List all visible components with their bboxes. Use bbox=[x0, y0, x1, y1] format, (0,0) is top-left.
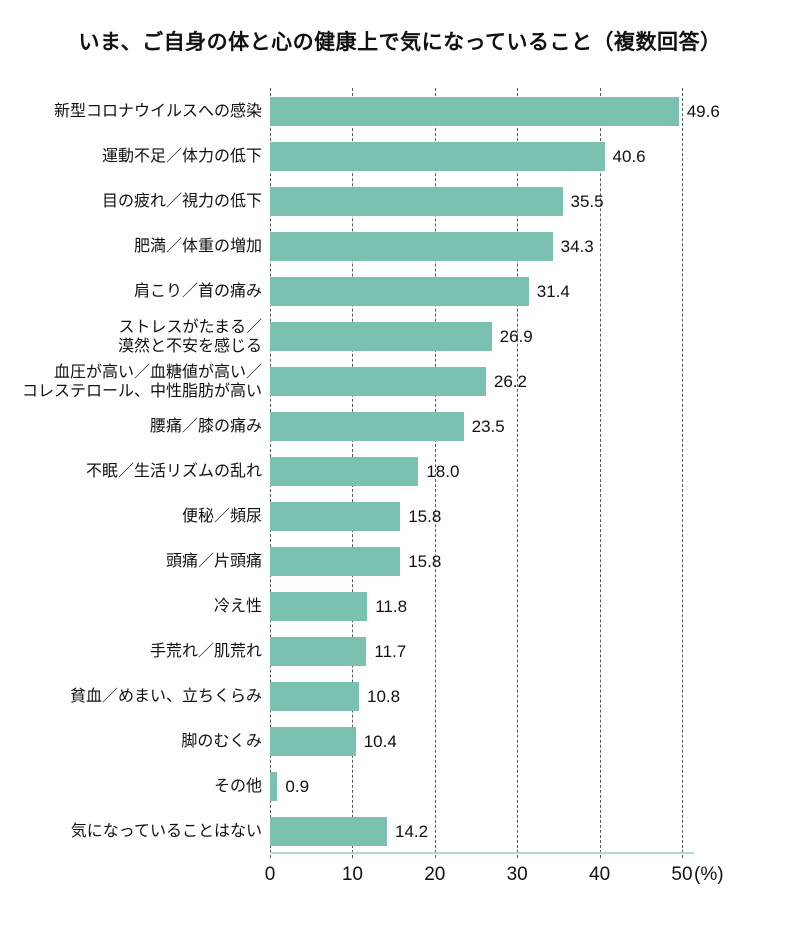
category-label: 肥満／体重の増加 bbox=[133, 238, 262, 255]
bar bbox=[270, 727, 356, 756]
gridline-20 bbox=[434, 88, 436, 858]
bar bbox=[270, 232, 553, 261]
value-label: 10.8 bbox=[366, 686, 401, 706]
bar bbox=[270, 412, 464, 441]
chart-row: ストレスがたまる／ 漠然と不安を感じる 26.9 bbox=[0, 314, 800, 359]
bar bbox=[270, 322, 492, 351]
category-label: 貧血／めまい、立ちくらみ bbox=[69, 688, 262, 705]
chart-row: 不眠／生活リズムの乱れ 18.0 bbox=[0, 449, 800, 494]
x-tick-label-50: 50 bbox=[671, 864, 693, 885]
category-label: 肩こり／首の痛み bbox=[133, 283, 262, 300]
category-label: 腰痛／膝の痛み bbox=[149, 418, 262, 435]
x-tick-label-40: 40 bbox=[589, 864, 611, 885]
value-label: 11.8 bbox=[375, 596, 408, 616]
category-label: 頭痛／片頭痛 bbox=[165, 553, 262, 570]
category-label: 脚のむくみ bbox=[181, 733, 262, 750]
chart-row: 肥満／体重の増加 34.3 bbox=[0, 224, 800, 269]
gridline-30 bbox=[517, 88, 519, 858]
value-label: 15.8 bbox=[408, 506, 442, 526]
chart-row: 新型コロナウイルスへの感染 49.6 bbox=[0, 89, 800, 134]
category-label: 冷え性 bbox=[213, 598, 262, 615]
category-label: ストレスがたまる／ 漠然と不安を感じる bbox=[117, 318, 262, 355]
x-tick-label-30: 30 bbox=[506, 864, 528, 885]
chart-row: 目の疲れ／視力の低下 35.5 bbox=[0, 179, 800, 224]
x-tick-label-20: 20 bbox=[424, 864, 446, 885]
category-label: 不眠／生活リズムの乱れ bbox=[85, 463, 262, 480]
chart-row: 手荒れ／肌荒れ 11.7 bbox=[0, 629, 800, 674]
bar bbox=[270, 97, 679, 126]
value-label: 34.3 bbox=[560, 236, 594, 256]
bar bbox=[270, 772, 278, 801]
x-axis-unit-label: (%) bbox=[694, 864, 724, 885]
value-label: 35.5 bbox=[570, 191, 604, 211]
bar bbox=[270, 277, 529, 306]
chart-row: 血圧が高い／血糖値が高い／ コレステロール、中性脂肪が高い 26.2 bbox=[0, 359, 800, 404]
category-label: 血圧が高い／血糖値が高い／ コレステロール、中性脂肪が高い bbox=[21, 363, 262, 400]
value-label: 26.2 bbox=[493, 371, 527, 391]
chart-row: 脚のむくみ 10.4 bbox=[0, 719, 800, 764]
category-label: 新型コロナウイルスへの感染 bbox=[53, 103, 262, 120]
chart-row: その他 0.9 bbox=[0, 764, 800, 809]
value-label: 26.9 bbox=[499, 326, 533, 346]
bar bbox=[270, 187, 563, 216]
x-tick-label-10: 10 bbox=[341, 864, 363, 885]
value-label: 10.4 bbox=[363, 731, 397, 751]
category-label: 手荒れ／肌荒れ bbox=[149, 643, 262, 660]
value-label: 49.6 bbox=[686, 101, 720, 121]
chart-row: 肩こり／首の痛み 31.4 bbox=[0, 269, 800, 314]
x-tick-label-0: 0 bbox=[264, 864, 276, 885]
value-label: 11.7 bbox=[374, 641, 407, 661]
bar bbox=[270, 502, 401, 531]
chart-title: いま、ご自身の体と心の健康上で気になっていること（複数回答） bbox=[78, 31, 722, 54]
category-label: 気になっていることはない bbox=[70, 823, 262, 840]
category-label: 便秘／頻尿 bbox=[181, 508, 262, 525]
bar bbox=[270, 592, 368, 621]
category-label: その他 bbox=[213, 778, 262, 795]
category-label: 目の疲れ／視力の低下 bbox=[101, 193, 262, 210]
bar bbox=[270, 142, 605, 171]
x-axis-line bbox=[270, 852, 694, 854]
chart-row: 腰痛／膝の痛み 23.5 bbox=[0, 404, 800, 449]
bar bbox=[270, 547, 401, 576]
bar bbox=[270, 367, 486, 396]
value-label: 0.9 bbox=[285, 776, 310, 796]
value-label: 31.4 bbox=[536, 281, 570, 301]
value-label: 23.5 bbox=[471, 416, 505, 436]
chart-row: 貧血／めまい、立ちくらみ 10.8 bbox=[0, 674, 800, 719]
value-label: 18.0 bbox=[426, 461, 460, 481]
bar bbox=[270, 637, 367, 666]
value-label: 14.2 bbox=[395, 821, 429, 841]
chart-row: 冷え性 11.8 bbox=[0, 584, 800, 629]
value-label: 15.8 bbox=[408, 551, 442, 571]
chart-row: 頭痛／片頭痛 15.8 bbox=[0, 539, 800, 584]
category-label: 運動不足／体力の低下 bbox=[101, 148, 262, 165]
chart-row: 便秘／頻尿 15.8 bbox=[0, 494, 800, 539]
chart-row: 運動不足／体力の低下 40.6 bbox=[0, 134, 800, 179]
bar bbox=[270, 817, 387, 846]
gridline-50 bbox=[682, 88, 683, 858]
chart-row: 気になっていることはない 14.2 bbox=[0, 809, 800, 854]
bar bbox=[270, 682, 359, 711]
bar bbox=[270, 457, 419, 486]
gridline-40 bbox=[599, 88, 601, 858]
value-label: 40.6 bbox=[612, 146, 646, 166]
